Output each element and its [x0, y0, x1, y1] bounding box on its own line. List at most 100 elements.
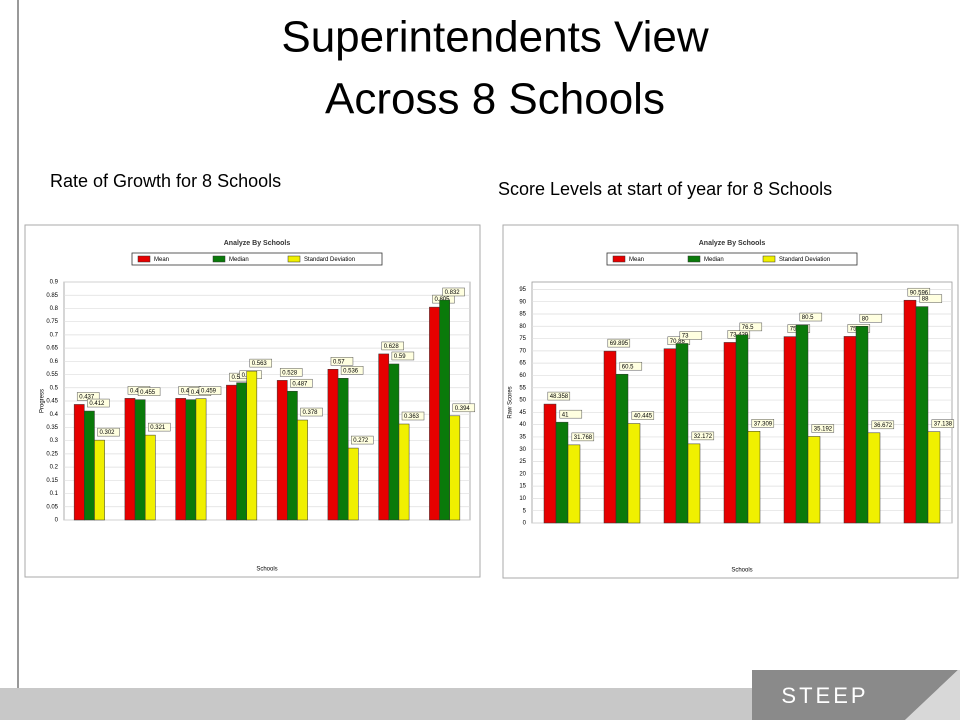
y-tick-label: 0.25	[46, 451, 58, 457]
y-tick-label: 60	[519, 373, 526, 379]
y-tick-label: 0.6	[50, 359, 59, 365]
bar	[73, 404, 85, 521]
y-tick-label: 0.85	[46, 293, 58, 299]
bar	[195, 398, 207, 521]
data-label: 0.394	[455, 406, 471, 412]
y-tick-label: 0.1	[50, 491, 59, 497]
bar	[287, 390, 298, 521]
legend-label: Standard Deviation	[779, 257, 830, 263]
y-tick-label: 80	[519, 324, 526, 330]
bar	[747, 431, 761, 524]
x-axis-label: Schools	[731, 568, 752, 574]
y-tick-label: 0.05	[46, 504, 58, 510]
data-label-box	[871, 420, 895, 430]
slide-title: Superintendents View	[281, 13, 708, 62]
bar	[124, 398, 136, 521]
bar	[843, 336, 857, 524]
bar	[236, 382, 247, 521]
y-tick-label: 85	[519, 312, 526, 318]
x-axis-label: Schools	[256, 567, 277, 573]
data-label: 37.309	[754, 421, 773, 427]
data-label-box	[739, 322, 763, 332]
data-label-box	[631, 411, 655, 420]
bar	[915, 306, 929, 524]
y-axis-label: Raw Scores	[508, 386, 514, 418]
data-label-box	[300, 407, 323, 417]
data-label: 0.302	[100, 430, 116, 436]
y-tick-label: 90	[519, 299, 526, 305]
y-tick-label: 0.4	[50, 412, 59, 418]
y-tick-label: 0	[523, 521, 527, 527]
data-label: 80.5	[802, 315, 814, 321]
data-label-box	[907, 287, 931, 297]
bar	[735, 334, 749, 524]
y-tick-label: 0.45	[46, 399, 58, 405]
chart-title: Analyze By Schools	[224, 240, 291, 247]
data-label-box	[137, 387, 161, 396]
legend-swatch	[687, 255, 701, 263]
bar	[226, 384, 237, 521]
bar	[449, 415, 461, 521]
legend-label: Mean	[629, 257, 644, 263]
logo: STEEP	[781, 683, 868, 708]
y-tick-label: 0.75	[46, 319, 58, 325]
data-label: 73	[682, 334, 689, 340]
data-label: 70.86	[670, 339, 686, 345]
data-label: 0.628	[384, 344, 400, 350]
y-tick-label: 35	[519, 435, 526, 441]
data-label-box	[351, 435, 374, 445]
data-label-box	[547, 391, 571, 401]
y-tick-label: 0.35	[46, 425, 58, 431]
data-label: 0.459	[201, 389, 217, 395]
bar	[675, 343, 689, 524]
data-label: 0.59	[394, 354, 406, 360]
y-tick-label: 15	[519, 484, 526, 490]
data-label: 0.455	[191, 390, 207, 396]
data-label: 0.57	[333, 359, 345, 365]
y-tick-label: 25	[519, 459, 526, 465]
y-tick-label: 95	[519, 287, 526, 293]
bar	[297, 419, 308, 521]
legend-box	[131, 252, 383, 266]
legend-label: Standard Deviation	[304, 257, 355, 263]
y-tick-label: 5	[523, 508, 527, 514]
bar	[347, 447, 359, 521]
data-label: 0.378	[303, 410, 319, 416]
data-label-box	[679, 331, 703, 340]
data-label: 36.672	[874, 423, 893, 429]
bar	[927, 431, 941, 524]
bar	[795, 324, 809, 524]
bar	[185, 399, 197, 521]
bar	[94, 439, 105, 521]
bar	[276, 380, 288, 521]
bar	[134, 399, 146, 521]
data-label: 0.46	[130, 388, 142, 394]
logo-corner	[905, 670, 960, 720]
y-tick-label: 30	[519, 447, 526, 453]
data-label: 69.895	[610, 341, 629, 347]
data-label-box	[559, 409, 583, 419]
bar	[439, 299, 450, 521]
data-label-box	[87, 398, 110, 408]
data-label: 0.321	[150, 425, 166, 431]
legend-box	[606, 252, 858, 266]
bar	[663, 348, 677, 524]
y-tick-label: 65	[519, 361, 526, 367]
data-label-box	[799, 312, 823, 322]
data-label: 0.455	[140, 390, 156, 396]
data-label: 88	[922, 297, 929, 303]
data-label: 80	[862, 316, 869, 322]
data-label: 0.46	[181, 388, 193, 394]
y-tick-label: 0	[55, 518, 59, 524]
data-label-box	[279, 368, 303, 377]
data-label: 48.358	[550, 394, 569, 400]
y-tick-label: 0.15	[46, 478, 58, 484]
data-label-box	[381, 341, 404, 351]
bar	[687, 443, 701, 524]
data-label: 0.51	[231, 375, 243, 381]
data-label-box	[607, 338, 631, 348]
data-label: 0.272	[353, 438, 369, 444]
data-label-box	[859, 314, 883, 323]
y-tick-label: 40	[519, 422, 526, 428]
data-label-box	[391, 351, 415, 361]
